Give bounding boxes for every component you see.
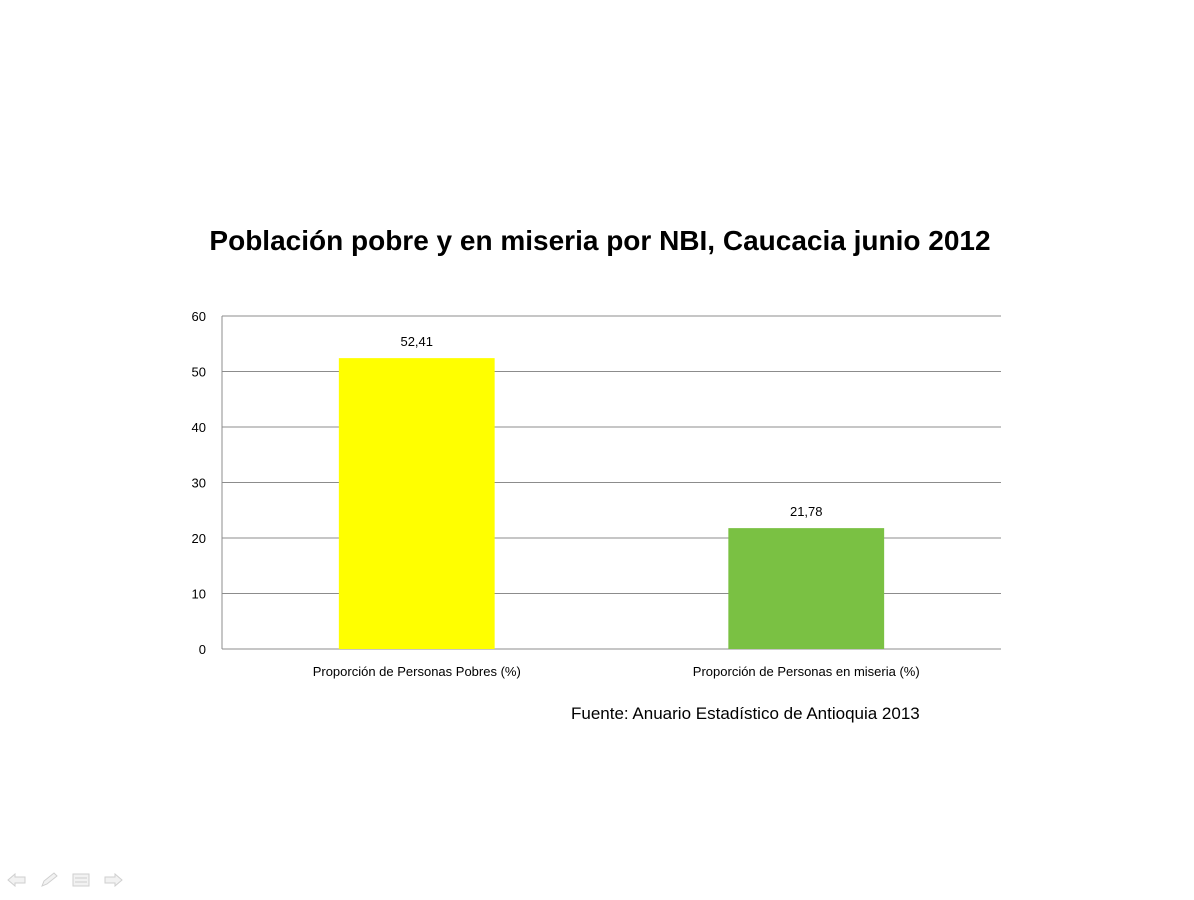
y-tick-label: 40: [192, 420, 206, 435]
arrow-left-icon[interactable]: [6, 870, 28, 890]
x-tick-label: Proporción de Personas en miseria (%): [693, 664, 920, 679]
y-tick-label: 30: [192, 476, 206, 491]
bars: [338, 358, 885, 649]
menu-icon[interactable]: [70, 870, 92, 890]
bar: [728, 528, 885, 649]
data-label: 21,78: [790, 504, 823, 519]
data-label: 52,41: [400, 334, 433, 349]
y-tick-label: 10: [192, 587, 206, 602]
slideshow-nav: [6, 870, 124, 890]
chart-title: Población pobre y en miseria por NBI, Ca…: [209, 225, 991, 256]
source-note: Fuente: Anuario Estadístico de Antioquia…: [571, 704, 920, 723]
labels: 0 10 20 30 40 50 60 52,41 Proporción de Personas…: [192, 309, 920, 679]
y-tick-label: 50: [192, 365, 206, 380]
y-tick-label: 60: [192, 309, 206, 324]
arrow-right-icon[interactable]: [102, 870, 124, 890]
y-tick-label: 0: [199, 642, 206, 657]
bar: [338, 358, 495, 649]
pen-icon[interactable]: [38, 870, 60, 890]
y-tick-label: 20: [192, 531, 206, 546]
x-tick-label: Proporción de Personas Pobres (%): [313, 664, 521, 679]
